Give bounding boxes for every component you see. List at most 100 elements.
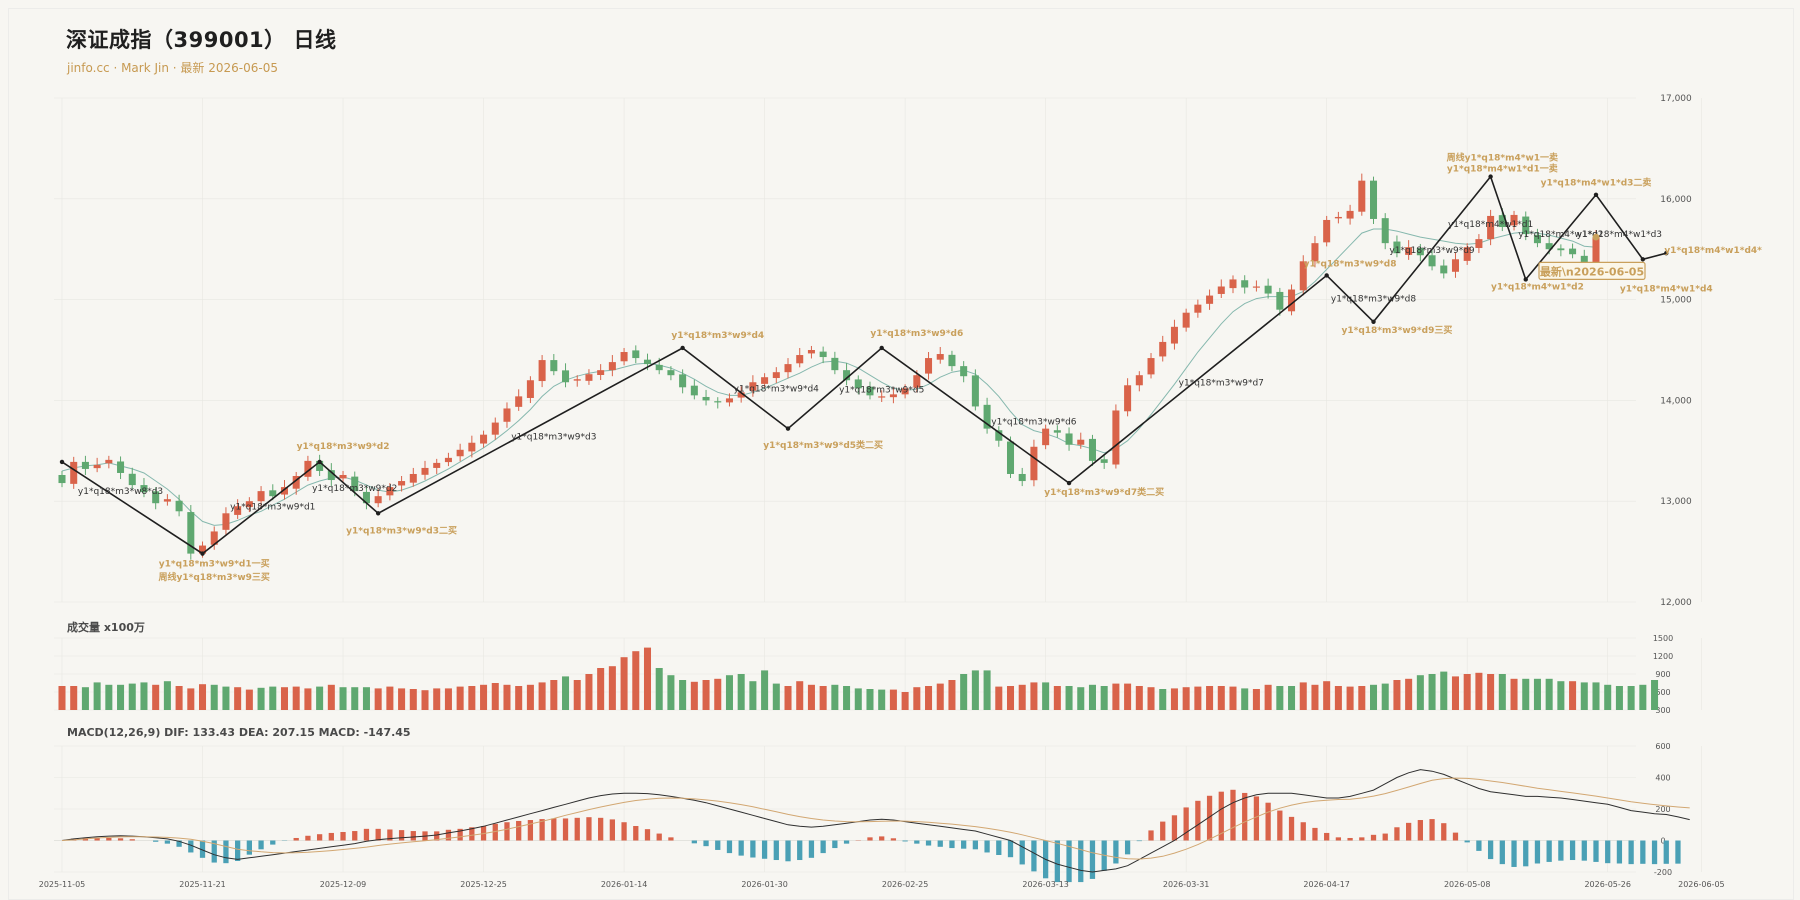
candle-body: [1159, 341, 1167, 357]
candle-body: [398, 481, 406, 486]
candle-body: [831, 357, 839, 371]
x-axis-date-label: 2026-01-14: [601, 880, 648, 889]
price-annotation: y1*q18*m3*w9*d4: [671, 331, 764, 341]
price-annotation: y1*q18*m3*w9*d9三买: [1342, 325, 1453, 336]
macd-histogram-bar: [984, 840, 990, 853]
candle-body: [515, 396, 523, 407]
macd-histogram-bar: [890, 838, 897, 841]
price-y-tick-label: 13,000: [1660, 497, 1692, 507]
volume-bar: [70, 686, 78, 710]
candle-body: [1475, 239, 1483, 248]
macd-histogram-bar: [1136, 840, 1142, 842]
macd-histogram-bar: [1206, 795, 1213, 841]
volume-bar: [936, 683, 944, 710]
candle-body: [117, 461, 125, 473]
volume-bar: [550, 680, 558, 710]
price-annotation: 周线y1*q18*m3*w9三买: [159, 571, 270, 583]
volume-y-tick-label: 1500: [1653, 634, 1673, 643]
candle-body: [58, 474, 66, 484]
candle-body: [257, 491, 265, 502]
price-annotation: y1*q18*m3*w9*d8: [1331, 295, 1417, 305]
volume-bar: [374, 688, 382, 710]
bi-stroke-point: [680, 345, 685, 351]
price-y-tick-label: 16,000: [1660, 195, 1692, 205]
macd-histogram-bar: [1534, 840, 1541, 864]
candle-body: [1533, 234, 1541, 244]
macd-histogram-bar: [1593, 840, 1599, 862]
volume-bar: [1545, 678, 1553, 710]
price-annotation: y1*q18*m4*w1*d4: [1620, 285, 1713, 295]
macd-histogram-bar: [1253, 796, 1260, 841]
macd-histogram-bar: [153, 840, 159, 842]
volume-bar: [269, 686, 277, 710]
candle-body: [1112, 410, 1120, 465]
bi-stroke-point: [1371, 319, 1376, 324]
macd-histogram-bar: [1663, 840, 1669, 864]
latest-price-marker: [1592, 233, 1600, 241]
price-annotation: y1*q18*m3*w8*d3: [78, 487, 163, 497]
volume-bar: [1006, 686, 1015, 710]
macd-histogram-bar: [398, 830, 405, 841]
price-annotation: y1*q18*m4*w1*d3: [1577, 230, 1662, 240]
macd-histogram-bar: [925, 840, 932, 846]
candle-body: [1299, 261, 1307, 291]
macd-histogram-bar: [270, 840, 276, 845]
macd-histogram-bar: [1183, 807, 1189, 841]
candle-body: [93, 464, 101, 469]
volume-bar: [1135, 686, 1143, 710]
candle-body: [187, 512, 195, 554]
volume-bar: [749, 681, 757, 710]
macd-histogram-bar: [106, 837, 112, 841]
volume-bar: [620, 657, 628, 710]
candle-body: [597, 370, 605, 375]
candle-body: [925, 358, 933, 374]
candle-body: [362, 491, 370, 504]
candle-body: [1206, 295, 1214, 304]
macd-histogram-bar: [644, 829, 651, 841]
macd-histogram-bar: [1007, 840, 1014, 858]
volume-bar: [292, 686, 300, 710]
volume-bar: [761, 670, 769, 710]
macd-histogram-bar: [949, 840, 955, 849]
candle-body: [433, 462, 441, 468]
macd-panel-label: MACD(12,26,9) DIF: 133.43 DEA: 207.15 MA…: [67, 726, 411, 739]
candle-body: [1042, 428, 1050, 446]
bi-stroke-line: [61, 174, 1667, 555]
volume-bar: [831, 684, 839, 710]
volume-bar: [1580, 682, 1588, 710]
candle-body: [222, 513, 230, 530]
candle-body: [1217, 286, 1225, 294]
volume-bar: [1475, 672, 1483, 710]
candle-body: [983, 404, 991, 429]
macd-histogram-bar: [1569, 840, 1576, 861]
candle-body: [280, 487, 289, 495]
macd-histogram-bar: [1218, 791, 1224, 841]
price-annotation: y1*q18*m4*w1*d4*: [1664, 246, 1762, 256]
volume-bar: [889, 689, 897, 710]
volume-bar: [1451, 676, 1459, 710]
macd-histogram-bar: [1417, 820, 1423, 841]
volume-bar: [491, 683, 499, 710]
volume-bar: [444, 688, 452, 710]
bi-stroke-point: [1664, 251, 1669, 256]
candle-body: [339, 474, 347, 479]
volume-bar: [632, 651, 640, 710]
volume-bar: [643, 647, 652, 710]
volume-bar: [819, 686, 827, 710]
volume-bar: [1604, 684, 1612, 710]
macd-histogram-bar: [235, 840, 241, 861]
chart-frame: [8, 8, 1794, 900]
candle-body: [866, 386, 874, 396]
macd-histogram-bar: [434, 831, 440, 841]
candle-body: [948, 354, 956, 367]
macd-histogram-bar: [562, 818, 569, 841]
macd-histogram-bar: [1288, 816, 1295, 841]
price-annotation: y1*q18*m3*w9*d7类二买: [1044, 486, 1164, 498]
candle-body: [128, 473, 136, 486]
volume-bar: [187, 688, 195, 710]
price-annotation: y1*q18*m4*w1*d2: [1491, 283, 1584, 293]
candle-body: [1065, 433, 1073, 445]
candle-body: [175, 500, 183, 512]
volume-bar: [1381, 683, 1389, 710]
volume-bar: [93, 682, 101, 710]
